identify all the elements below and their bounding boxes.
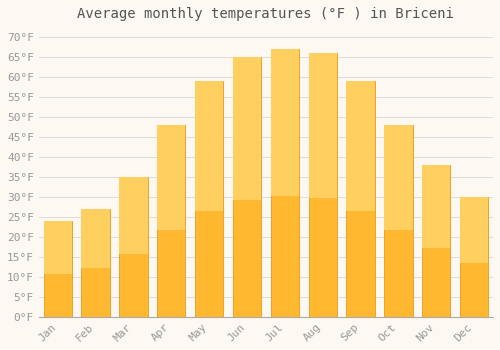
Bar bbox=[119, 177, 148, 254]
Bar bbox=[157, 125, 186, 231]
Bar bbox=[270, 49, 299, 317]
Bar bbox=[195, 81, 224, 211]
Bar bbox=[270, 49, 299, 196]
Bar bbox=[44, 221, 72, 274]
Bar bbox=[119, 177, 148, 317]
Bar bbox=[384, 125, 412, 317]
Bar bbox=[460, 197, 488, 263]
Bar bbox=[422, 165, 450, 317]
Bar bbox=[460, 197, 488, 317]
Bar bbox=[308, 53, 337, 317]
Bar bbox=[233, 57, 261, 317]
Bar bbox=[346, 81, 375, 317]
Title: Average monthly temperatures (°F ) in Briceni: Average monthly temperatures (°F ) in Br… bbox=[78, 7, 454, 21]
Bar bbox=[82, 209, 110, 317]
Bar bbox=[157, 125, 186, 317]
Bar bbox=[346, 81, 375, 211]
Bar bbox=[308, 53, 337, 198]
Bar bbox=[195, 81, 224, 317]
Bar bbox=[233, 57, 261, 200]
Bar bbox=[44, 221, 72, 317]
Bar bbox=[422, 165, 450, 248]
Bar bbox=[384, 125, 412, 231]
Bar bbox=[82, 209, 110, 268]
